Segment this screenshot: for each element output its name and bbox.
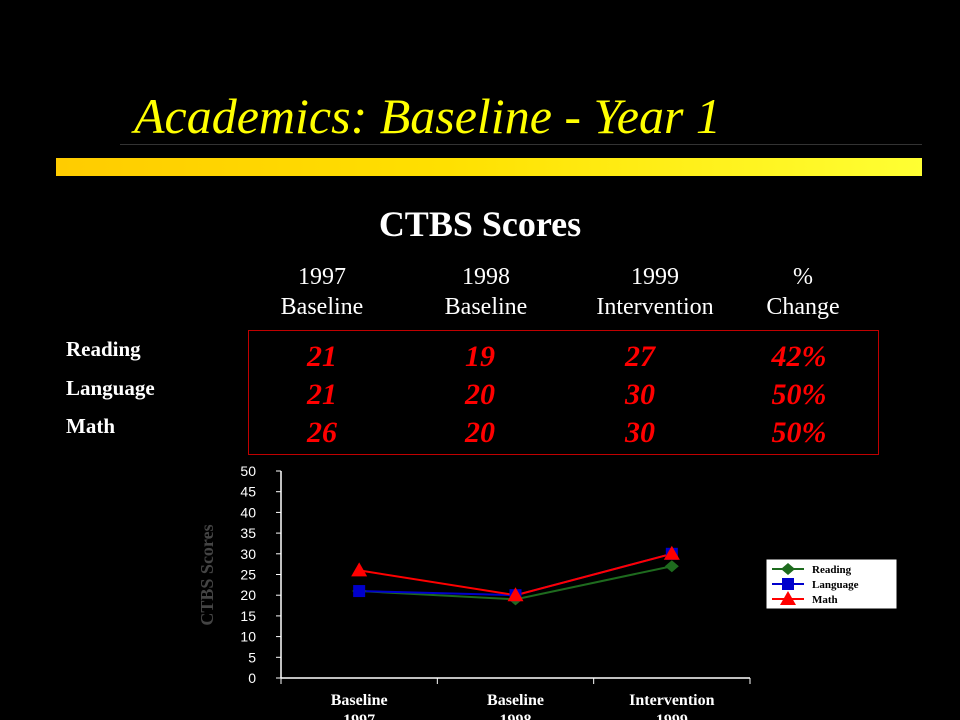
y-tick-label: 50	[240, 463, 256, 479]
cell-language-1997: 21	[307, 378, 337, 411]
legend-marker-reading	[781, 563, 795, 575]
y-tick-label: 40	[240, 504, 256, 520]
column-header-phase: Baseline	[280, 294, 364, 320]
legend-label-math: Math	[812, 594, 838, 606]
cell-math-1999: 30	[625, 416, 655, 449]
x-tick-label: Intervention	[629, 692, 714, 709]
column-header-change: % Change	[743, 262, 863, 322]
legend-label-language: Language	[812, 579, 859, 591]
y-tick-label: 20	[240, 587, 256, 603]
data-point-language	[353, 585, 366, 598]
legend-label-reading: Reading	[812, 564, 852, 576]
y-tick-label: 15	[240, 608, 256, 624]
cell-language-1998: 20	[465, 378, 495, 411]
cell-reading-1999: 27	[625, 340, 655, 373]
score-table-box	[248, 330, 879, 455]
x-tick-sublabel: 1998	[500, 712, 532, 720]
column-header-phase: Baseline	[444, 294, 528, 320]
x-tick-sublabel: 1999	[656, 712, 688, 720]
cell-reading-change: 42%	[771, 340, 827, 373]
title-underline-bar	[56, 158, 922, 176]
x-tick-sublabel: 1997	[343, 712, 375, 720]
row-label-reading: Reading	[66, 337, 141, 361]
column-header-year: 1998	[462, 264, 510, 290]
cell-language-1999: 30	[625, 378, 655, 411]
y-axis-title: CTBS Scores	[197, 524, 217, 625]
cell-reading-1997: 21	[307, 340, 337, 373]
column-header-phase: Intervention	[596, 294, 714, 320]
column-header-1999: 1999 Intervention	[580, 262, 730, 322]
x-tick-label: Baseline	[487, 692, 544, 709]
column-header-year: 1999	[631, 264, 679, 290]
y-tick-label: 0	[248, 670, 256, 686]
cell-math-1997: 26	[307, 416, 337, 449]
column-header-1997: 1997 Baseline	[262, 262, 382, 322]
y-tick-label: 10	[240, 629, 256, 645]
y-tick-label: 25	[240, 567, 256, 583]
column-header-symbol: %	[793, 264, 813, 290]
data-point-math	[663, 545, 680, 560]
cell-math-1998: 20	[465, 416, 495, 449]
data-point-math	[507, 587, 524, 602]
data-point-reading	[664, 560, 679, 573]
column-header-year: 1997	[298, 264, 346, 290]
y-tick-label: 30	[240, 546, 256, 562]
column-header-phase: Change	[766, 294, 840, 320]
x-tick-label: Baseline	[331, 692, 388, 709]
cell-language-change: 50%	[771, 378, 827, 411]
title-divider-line	[120, 144, 922, 145]
y-tick-label: 45	[240, 484, 256, 500]
slide-title: Academics: Baseline - Year 1	[134, 88, 721, 144]
cell-reading-1998: 19	[465, 340, 495, 373]
data-point-math	[351, 562, 368, 577]
legend-marker-language	[782, 578, 794, 590]
row-label-math: Math	[66, 414, 115, 438]
row-label-language: Language	[66, 376, 155, 400]
column-header-1998: 1998 Baseline	[426, 262, 546, 322]
y-tick-label: 5	[248, 649, 256, 665]
legend-marker-math	[780, 591, 796, 605]
cell-math-change: 50%	[771, 416, 827, 449]
y-tick-label: 35	[240, 525, 256, 541]
chart-subtitle: CTBS Scores	[378, 204, 582, 244]
